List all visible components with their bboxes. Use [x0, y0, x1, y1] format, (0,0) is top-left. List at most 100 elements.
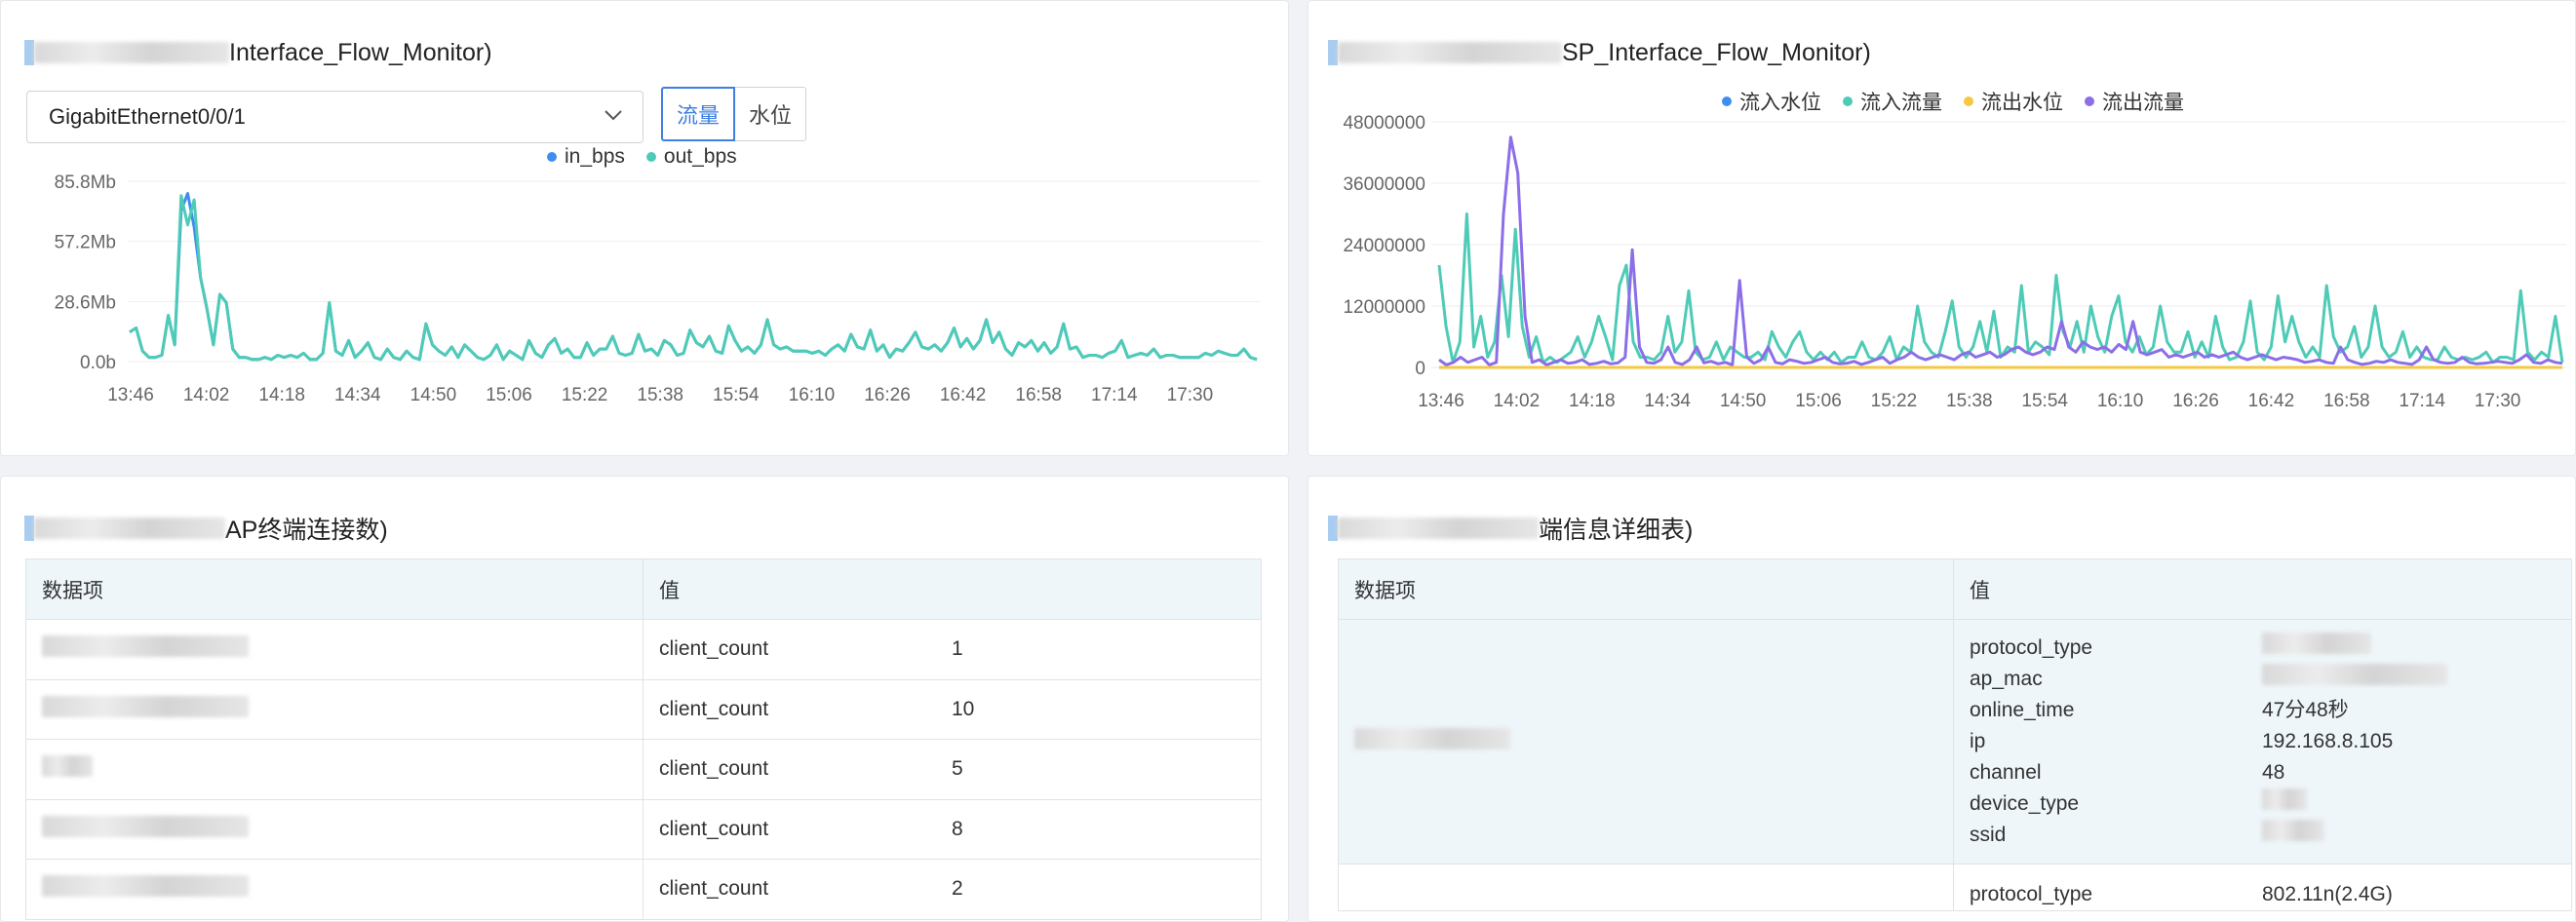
field-value: 48 — [2262, 761, 2285, 784]
interface-select[interactable]: GigabitEthernet0/0/1 — [26, 91, 644, 143]
mode-toggle: 流量 水位 — [661, 87, 807, 141]
legend-item-outflow-traffic[interactable]: 流出流量 — [2085, 87, 2184, 116]
item-cell — [1338, 864, 1954, 911]
traffic-line-chart: 0.0b 28.6Mb 57.2Mb 85.8Mb 13:46 14:02 14:18 14:… — [55, 173, 1261, 405]
kv-row: protocol_type 802.11n(2.4G) — [1970, 883, 2556, 906]
interface-select-value: GigabitEthernet0/0/1 — [49, 104, 246, 129]
metric-key: client_count — [659, 877, 769, 901]
redacted-value — [2262, 820, 2324, 841]
column-header-item[interactable]: 数据项 — [1338, 558, 1954, 620]
x-tick-label: 16:26 — [2172, 391, 2219, 411]
redacted-value — [2262, 633, 2371, 654]
x-tick-label: 16:26 — [864, 385, 911, 405]
field-key: ip — [1970, 730, 1986, 752]
x-tick-label: 17:30 — [1167, 385, 1214, 405]
title-marker — [24, 516, 34, 541]
x-tick-label: 15:06 — [486, 385, 532, 405]
legend-label: 流出水位 — [1981, 92, 2063, 114]
redacted-value — [42, 755, 93, 778]
field-key: device_type — [1970, 792, 2080, 815]
y-tick-label: 24000000 — [1343, 236, 1425, 256]
redacted-title-prefix — [1338, 42, 1562, 63]
metric-value: 1 — [952, 637, 963, 661]
x-tick-label: 14:34 — [1644, 391, 1691, 411]
table-row: client_count 2 — [25, 859, 1262, 920]
y-tick-label: 85.8Mb — [55, 173, 116, 193]
legend-dot — [547, 152, 557, 162]
y-tick-label: 12000000 — [1343, 297, 1425, 318]
redacted-item-cell — [25, 619, 644, 680]
x-tick-label: 16:10 — [789, 385, 836, 405]
x-tick-label: 15:22 — [1871, 391, 1918, 411]
interface-flow-panel: Interface_Flow_Monitor) GigabitEthernet0… — [0, 0, 1289, 456]
kv-row: channel 48 — [1970, 757, 2556, 788]
table-row: client_count 8 — [25, 798, 1262, 860]
y-tick-label: 28.6Mb — [55, 292, 116, 313]
terminal-detail-table: 数据项 值 protocol_type ap_mac online_time 47… — [1338, 558, 2572, 911]
y-tick-label: 0 — [1415, 359, 1425, 379]
column-header-value[interactable]: 值 — [643, 558, 1262, 620]
legend-item-outflow-waterline[interactable]: 流出水位 — [1964, 87, 2063, 116]
y-tick-label: 0.0b — [80, 353, 116, 373]
panel-title-text: SP_Interface_Flow_Monitor) — [1562, 38, 1871, 66]
x-tick-label: 15:38 — [637, 385, 683, 405]
metric-value: 5 — [952, 757, 963, 781]
panel-title: AP终端连接数) — [24, 512, 388, 545]
x-tick-label: 16:42 — [940, 385, 987, 405]
redacted-title-prefix — [1338, 518, 1539, 539]
column-header-item[interactable]: 数据项 — [25, 558, 644, 620]
kv-row: device_type — [1970, 788, 2556, 820]
redacted-value — [2262, 788, 2307, 810]
x-tick-label: 14:50 — [410, 385, 457, 405]
legend-item-inflow-traffic[interactable]: 流入流量 — [1843, 87, 1942, 116]
legend-label: 流入水位 — [1739, 92, 1821, 114]
panel-title-text: 端信息详细表) — [1539, 517, 1694, 544]
legend-dot — [2085, 96, 2094, 106]
x-tick-label: 14:02 — [1494, 391, 1541, 411]
metric-key: client_count — [659, 757, 769, 781]
legend-dot — [1964, 96, 1973, 106]
ssp-line-chart: 0 12000000 24000000 36000000 48000000 13:46 14… — [1343, 113, 2566, 411]
table-row: protocol_type 802.11n(2.4G) — [1338, 864, 2572, 911]
kv-row: ssid — [1970, 820, 2556, 851]
value-cell: client_count 5 — [643, 739, 1262, 800]
metric-key: client_count — [659, 817, 769, 840]
toggle-traffic-button[interactable]: 流量 — [661, 87, 736, 141]
field-key: ap_mac — [1970, 668, 2043, 690]
metric-key: client_count — [659, 697, 769, 720]
legend-item-in-bps[interactable]: in_bps — [547, 145, 625, 169]
y-tick-label: 36000000 — [1343, 174, 1425, 195]
x-tick-label: 15:06 — [1795, 391, 1842, 411]
value-cell: client_count 8 — [643, 798, 1262, 860]
table-row: protocol_type ap_mac online_time 47分48秒 i… — [1338, 619, 2572, 864]
toggle-waterline-button[interactable]: 水位 — [735, 87, 807, 141]
chart-legend: in_bps out_bps — [547, 145, 759, 169]
panel-title-text: AP终端连接数) — [225, 517, 388, 544]
title-marker — [24, 40, 34, 65]
table-row: client_count 5 — [25, 739, 1262, 800]
x-tick-label: 14:02 — [183, 385, 230, 405]
x-tick-label: 17:30 — [2475, 391, 2521, 411]
redacted-item-cell — [25, 678, 644, 740]
panel-title: 端信息详细表) — [1328, 512, 1693, 545]
legend-item-inflow-waterline[interactable]: 流入水位 — [1722, 87, 1821, 116]
metric-value: 2 — [952, 877, 963, 901]
chart-legend: 流入水位 流入流量 流出水位 流出流量 — [1722, 87, 2205, 116]
legend-label: 流出流量 — [2102, 92, 2184, 114]
field-key: protocol_type — [1970, 883, 2093, 905]
panel-title: SP_Interface_Flow_Monitor) — [1328, 36, 1871, 69]
field-value: 47分48秒 — [2262, 699, 2349, 721]
title-marker — [1328, 40, 1338, 65]
metric-key: client_count — [659, 637, 769, 661]
panel-title-text: Interface_Flow_Monitor) — [229, 38, 492, 66]
legend-item-out-bps[interactable]: out_bps — [645, 145, 737, 169]
panel-title: Interface_Flow_Monitor) — [24, 36, 492, 69]
field-key: protocol_type — [1970, 636, 2093, 659]
field-key: ssid — [1970, 824, 2007, 846]
column-header-value[interactable]: 值 — [1953, 558, 2572, 620]
value-cell: client_count 10 — [643, 678, 1262, 740]
metric-value: 8 — [952, 817, 963, 840]
x-tick-label: 14:50 — [1720, 391, 1767, 411]
field-key: online_time — [1970, 699, 2075, 721]
value-cell: client_count 2 — [643, 859, 1262, 920]
